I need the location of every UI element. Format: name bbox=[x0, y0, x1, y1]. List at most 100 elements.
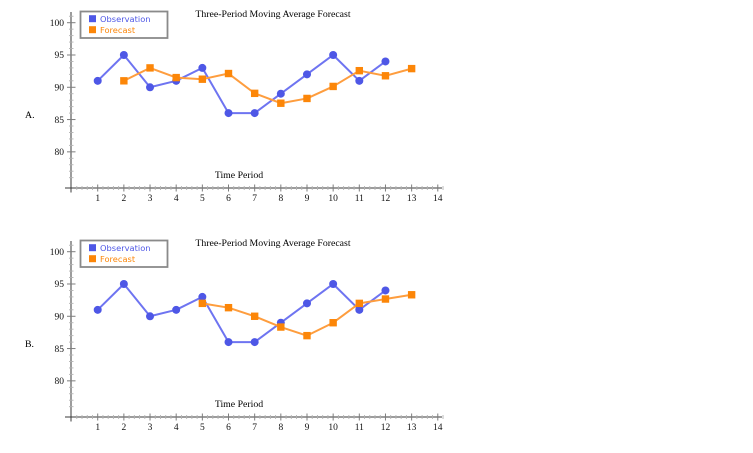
data-point-observation bbox=[172, 305, 181, 314]
x-tick-label: 10 bbox=[328, 194, 338, 204]
x-tick-label: 13 bbox=[407, 194, 417, 204]
y-tick-label: 80 bbox=[55, 148, 65, 158]
x-tick-label: 2 bbox=[121, 194, 126, 204]
data-point-observation bbox=[224, 338, 233, 347]
y-tick-label: 90 bbox=[55, 83, 65, 93]
x-tick-label: 4 bbox=[174, 194, 179, 204]
data-point-observation bbox=[302, 70, 311, 79]
x-tick-label: 11 bbox=[355, 423, 364, 433]
data-point-forecast bbox=[224, 303, 233, 312]
legend-swatch-forecast bbox=[89, 26, 96, 34]
data-point-observation bbox=[146, 312, 155, 321]
data-point-observation bbox=[146, 83, 155, 92]
data-point-observation bbox=[302, 299, 311, 308]
legend-swatch-observation bbox=[89, 15, 96, 23]
data-point-observation bbox=[381, 57, 390, 66]
data-point-forecast bbox=[277, 323, 285, 331]
x-tick-label: 9 bbox=[305, 423, 310, 433]
data-point-observation bbox=[224, 109, 233, 118]
x-tick-label: 5 bbox=[200, 194, 205, 204]
x-tick-label: 5 bbox=[200, 423, 205, 433]
data-point-observation bbox=[119, 279, 128, 288]
data-point-forecast bbox=[303, 94, 311, 103]
data-point-forecast bbox=[329, 82, 337, 91]
data-point-forecast bbox=[250, 312, 259, 320]
x-axis-label: Time Period bbox=[215, 170, 263, 181]
chart-title: Three-Period Moving Average Forecast bbox=[195, 9, 350, 20]
data-point-forecast bbox=[355, 299, 364, 308]
data-point-forecast bbox=[329, 319, 337, 327]
legend-swatch-forecast bbox=[89, 255, 96, 263]
y-tick-label: 80 bbox=[55, 377, 65, 387]
data-point-forecast bbox=[277, 99, 285, 107]
legend-label-observation: Observation bbox=[100, 243, 151, 253]
x-tick-label: 3 bbox=[148, 194, 153, 204]
data-point-forecast bbox=[198, 299, 207, 308]
data-point-forecast bbox=[120, 77, 128, 85]
chart-title: Three-Period Moving Average Forecast bbox=[195, 238, 350, 249]
y-tick-label: 95 bbox=[55, 51, 65, 61]
data-point-forecast bbox=[172, 73, 180, 82]
x-tick-label: 1 bbox=[95, 194, 100, 204]
x-tick-label: 10 bbox=[328, 423, 338, 433]
data-point-forecast bbox=[250, 89, 259, 98]
chart-a-canvas: 1 2 3 4 5 6 7 8 9 10 11 12 13 1480859095100Three-Peri… bbox=[25, 9, 444, 204]
x-tick-label: 9 bbox=[305, 194, 310, 204]
y-tick-label: 85 bbox=[55, 116, 65, 126]
series-line-forecast bbox=[122, 66, 413, 105]
data-point-observation bbox=[381, 286, 390, 295]
data-point-forecast bbox=[355, 66, 364, 75]
data-point-observation bbox=[355, 76, 364, 85]
data-point-observation bbox=[329, 50, 338, 59]
legend-label-observation: Observation bbox=[100, 14, 151, 24]
x-tick-label: 6 bbox=[226, 194, 231, 204]
data-point-forecast bbox=[146, 64, 154, 72]
y-tick-label: 85 bbox=[55, 345, 65, 355]
series-line-observation bbox=[96, 282, 387, 344]
legend-label-forecast: Forecast bbox=[100, 25, 136, 35]
legend-label-forecast: Forecast bbox=[100, 254, 136, 264]
x-tick-label: 2 bbox=[121, 423, 126, 433]
chart-b-section: 1 2 3 4 5 6 7 8 9 10 11 12 13 14 80 85 90 95 100 Three-Peri… bbox=[0, 229, 753, 453]
data-point-observation bbox=[93, 76, 102, 85]
y-tick-label: 95 bbox=[55, 280, 65, 290]
y-tick-label: 100 bbox=[50, 19, 65, 29]
data-point-observation bbox=[198, 63, 207, 72]
data-point-forecast bbox=[407, 64, 416, 73]
data-point-forecast bbox=[198, 75, 207, 83]
x-tick-label: 13 bbox=[407, 423, 417, 433]
data-point-forecast bbox=[303, 331, 311, 340]
x-tick-label: 12 bbox=[381, 423, 391, 433]
data-point-observation bbox=[329, 279, 338, 288]
y-tick-label: 100 bbox=[50, 248, 65, 258]
x-tick-label: 12 bbox=[381, 194, 391, 204]
section-label: B. bbox=[25, 339, 34, 350]
data-point-forecast bbox=[407, 291, 416, 299]
x-tick-label: 4 bbox=[174, 423, 179, 433]
x-tick-label: 7 bbox=[252, 423, 257, 433]
x-tick-label: 14 bbox=[433, 423, 443, 433]
x-tick-label: 3 bbox=[148, 423, 153, 433]
x-tick-label: 1 bbox=[95, 423, 100, 433]
x-tick-label: 8 bbox=[278, 194, 283, 204]
chart-a-section: 1 2 3 4 5 6 7 8 9 10 11 12 13 14 80 85 90 95 100 Three-Peri… bbox=[25, 9, 444, 204]
y-tick-label: 90 bbox=[55, 312, 65, 322]
data-point-forecast bbox=[381, 72, 390, 80]
x-tick-label: 11 bbox=[355, 194, 364, 204]
series-line-observation bbox=[96, 53, 387, 115]
data-point-forecast bbox=[381, 295, 390, 303]
x-axis-label: Time Period bbox=[215, 399, 263, 410]
data-point-observation bbox=[119, 50, 128, 59]
x-tick-label: 14 bbox=[433, 194, 443, 204]
x-tick-label: 6 bbox=[226, 423, 231, 433]
x-tick-label: 7 bbox=[252, 194, 257, 204]
data-point-forecast bbox=[224, 69, 233, 78]
section-label: A. bbox=[25, 110, 35, 121]
data-point-observation bbox=[250, 338, 259, 347]
legend-swatch-observation bbox=[89, 244, 96, 252]
data-point-observation bbox=[93, 305, 102, 314]
chart-b-canvas: 1 2 3 4 5 6 7 8 9 10 11 12 13 1480859095100Three-Peri… bbox=[25, 238, 444, 433]
data-point-observation bbox=[276, 89, 285, 98]
data-point-observation bbox=[250, 109, 259, 118]
